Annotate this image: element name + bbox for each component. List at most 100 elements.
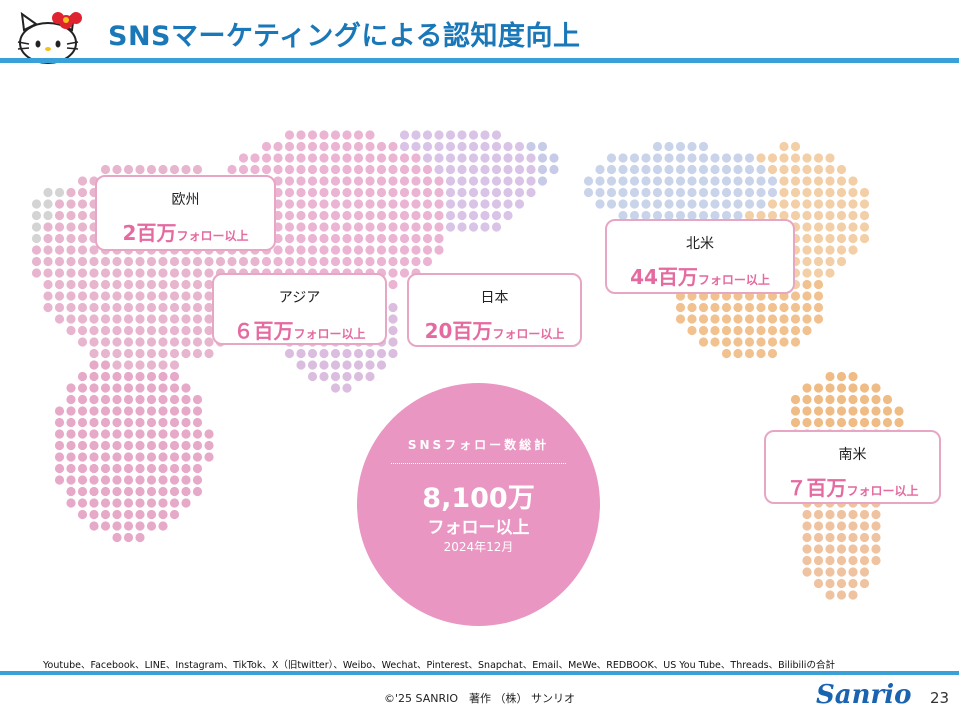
map-dot <box>365 153 375 163</box>
map-dot <box>376 222 387 232</box>
map-dot <box>802 291 812 301</box>
map-dot <box>514 187 525 198</box>
map-dot <box>123 302 134 313</box>
map-dot <box>813 222 824 232</box>
platform-footnote: Youtube、Facebook、LINE、Instagram、TikTok、X… <box>43 660 835 671</box>
map-dot <box>790 210 801 221</box>
map-dot <box>388 337 398 347</box>
map-dot <box>146 440 157 451</box>
map-dot <box>66 325 76 336</box>
map-dot <box>112 348 122 359</box>
map-dot <box>123 509 134 520</box>
map-dot <box>825 544 835 554</box>
map-dot <box>744 164 755 175</box>
map-dot <box>813 187 824 198</box>
region-followers: 44百万 <box>630 265 698 289</box>
map-dot <box>169 383 180 393</box>
map-dot <box>135 314 145 324</box>
map-dot <box>365 176 375 186</box>
map-dot <box>859 383 870 393</box>
map-dot <box>710 187 720 198</box>
map-dot <box>606 187 617 198</box>
map-dot <box>100 164 111 175</box>
map-dot <box>181 268 191 278</box>
map-dot <box>767 337 778 347</box>
map-dot <box>698 153 709 163</box>
map-dot <box>181 463 191 474</box>
map-dot <box>89 360 99 370</box>
map-dot <box>307 141 318 152</box>
map-dot <box>549 164 559 175</box>
footer-divider <box>0 671 959 675</box>
map-dot <box>192 279 203 290</box>
map-dot <box>273 141 283 152</box>
map-dot <box>698 337 709 347</box>
map-dot <box>457 187 467 198</box>
map-dot <box>744 348 755 359</box>
map-dot <box>66 486 76 497</box>
map-dot <box>894 406 904 416</box>
map-dot <box>77 417 88 428</box>
map-dot <box>158 417 168 428</box>
map-dot <box>790 406 801 416</box>
map-dot <box>641 199 651 209</box>
map-dot <box>135 532 145 543</box>
map-dot <box>514 164 525 175</box>
map-dot <box>848 590 858 600</box>
map-dot <box>169 348 180 359</box>
map-dot <box>652 199 663 209</box>
map-dot <box>802 383 812 393</box>
map-dot <box>767 164 778 175</box>
map-dot <box>859 222 870 232</box>
map-dot <box>77 314 88 324</box>
map-dot <box>825 521 835 531</box>
map-dot <box>641 176 651 186</box>
map-dot <box>89 302 99 313</box>
map-dot <box>434 245 444 255</box>
map-dot <box>319 199 329 209</box>
map-dot <box>100 440 111 451</box>
map-dot <box>733 302 743 313</box>
map-dot <box>480 141 490 152</box>
map-dot <box>146 291 157 301</box>
map-dot <box>284 164 295 175</box>
map-dot <box>790 176 801 186</box>
map-dot <box>721 164 732 175</box>
map-dot <box>813 555 824 566</box>
map-dot <box>836 532 847 543</box>
map-dot <box>77 187 88 198</box>
map-dot <box>192 452 203 462</box>
map-dot <box>135 498 145 508</box>
map-dot <box>353 360 364 370</box>
map-dot <box>871 417 881 428</box>
map-dot <box>859 187 870 198</box>
map-dot <box>112 521 122 531</box>
map-dot <box>733 176 743 186</box>
map-dot <box>307 164 318 175</box>
map-dot <box>204 291 214 301</box>
map-dot <box>388 141 398 152</box>
map-dot <box>687 153 697 163</box>
map-dot <box>526 141 536 152</box>
map-dot <box>365 210 375 221</box>
map-dot <box>169 291 180 301</box>
map-dot <box>296 187 306 198</box>
map-dot <box>342 233 352 244</box>
header: SNSマーケティングによる認知度向上 <box>0 0 959 64</box>
map-dot <box>802 509 812 520</box>
map-dot <box>192 486 203 497</box>
map-dot <box>296 233 306 244</box>
map-dot <box>526 164 536 175</box>
map-dot <box>790 164 801 175</box>
map-dot <box>353 153 364 163</box>
map-dot <box>112 360 122 370</box>
map-dot <box>779 314 789 324</box>
map-dot <box>181 325 191 336</box>
map-dot <box>733 153 743 163</box>
map-dot <box>698 199 709 209</box>
map-dot <box>422 153 433 163</box>
map-dot <box>89 279 99 290</box>
map-dot <box>802 314 812 324</box>
map-dot <box>813 521 824 531</box>
map-dot <box>135 463 145 474</box>
